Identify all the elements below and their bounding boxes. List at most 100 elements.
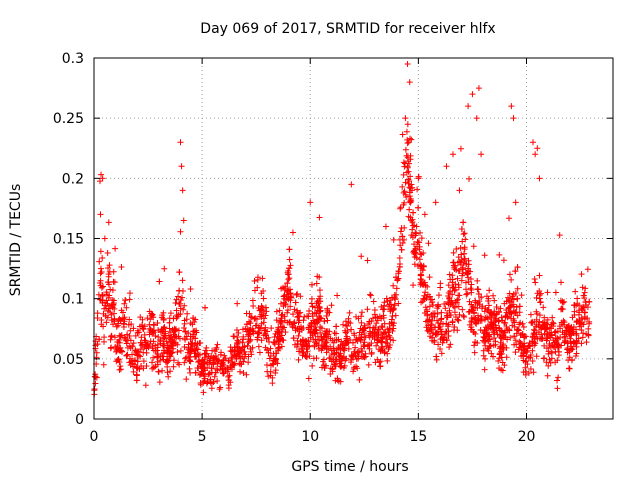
data-point <box>133 377 140 384</box>
data-point <box>556 232 563 239</box>
data-point <box>421 279 428 286</box>
data-point <box>167 310 174 317</box>
data-point <box>240 326 247 333</box>
data-point <box>504 327 511 334</box>
data-point <box>411 248 418 255</box>
data-point <box>110 321 117 328</box>
data-point <box>314 319 321 326</box>
data-point <box>152 347 159 354</box>
data-point <box>568 326 575 333</box>
data-point <box>497 351 504 358</box>
data-point <box>344 335 351 342</box>
data-point <box>418 235 425 242</box>
data-point <box>353 336 360 343</box>
data-point <box>494 331 501 338</box>
data-point <box>555 348 562 355</box>
data-point <box>180 324 187 331</box>
data-point <box>210 361 217 368</box>
data-point-peak <box>508 103 515 110</box>
data-point <box>455 303 462 310</box>
data-point <box>286 246 293 253</box>
data-point <box>165 373 172 380</box>
data-point <box>510 317 517 324</box>
data-point <box>468 318 475 325</box>
data-point <box>449 300 456 307</box>
data-point <box>455 317 462 324</box>
data-point <box>134 365 141 372</box>
data-point <box>504 336 511 343</box>
data-point-peak <box>475 85 482 92</box>
data-point <box>110 302 117 309</box>
data-point <box>373 342 380 349</box>
data-point <box>416 239 423 246</box>
data-point <box>132 347 139 354</box>
data-point <box>348 326 355 333</box>
data-point <box>435 301 442 308</box>
data-point <box>454 275 461 282</box>
data-point <box>384 357 391 364</box>
data-point <box>544 324 551 331</box>
data-point <box>484 306 491 313</box>
data-point <box>245 339 252 346</box>
data-point <box>425 240 432 247</box>
data-point <box>362 353 369 360</box>
data-point <box>308 320 315 327</box>
data-point <box>172 340 179 347</box>
data-point <box>571 302 578 309</box>
data-point <box>220 370 227 377</box>
data-point <box>410 282 417 289</box>
data-point <box>256 349 263 356</box>
data-point <box>438 350 445 357</box>
data-point <box>98 171 105 178</box>
data-point <box>580 292 587 299</box>
data-point <box>303 342 310 349</box>
data-point <box>269 380 276 387</box>
data-point <box>154 319 161 326</box>
data-point <box>278 318 285 325</box>
data-point <box>517 339 524 346</box>
data-point <box>516 321 523 328</box>
data-point <box>183 376 190 383</box>
data-point <box>423 294 430 301</box>
data-point <box>422 282 429 289</box>
data-point <box>519 331 526 338</box>
data-point <box>249 297 256 304</box>
data-point <box>248 314 255 321</box>
data-point <box>129 357 136 364</box>
data-point <box>187 369 194 376</box>
data-point <box>147 316 154 323</box>
data-point <box>170 315 177 322</box>
data-point <box>283 297 290 304</box>
data-point <box>108 333 115 340</box>
data-point <box>201 356 208 363</box>
data-point <box>431 339 438 346</box>
data-point <box>505 305 512 312</box>
data-point <box>365 361 372 368</box>
data-point <box>260 295 267 302</box>
data-point <box>303 353 310 360</box>
data-point <box>518 292 525 299</box>
data-point <box>207 376 214 383</box>
data-point <box>451 309 458 316</box>
data-point <box>487 342 494 349</box>
data-point-peak <box>402 115 409 122</box>
data-point <box>106 303 113 310</box>
data-point <box>381 299 388 306</box>
data-point <box>234 340 241 347</box>
data-point <box>346 309 353 316</box>
data-point <box>557 297 564 304</box>
data-point <box>108 332 115 339</box>
data-point <box>333 346 340 353</box>
data-point <box>311 320 318 327</box>
data-point-peak <box>532 151 539 158</box>
data-point-peak <box>449 151 456 158</box>
data-point <box>503 354 510 361</box>
data-point <box>279 311 286 318</box>
y-tick-label: 0.05 <box>53 352 84 368</box>
data-point <box>99 283 106 290</box>
data-point <box>552 289 559 296</box>
data-point <box>126 316 133 323</box>
data-point <box>262 304 269 311</box>
data-point <box>451 323 458 330</box>
data-point <box>445 292 452 299</box>
